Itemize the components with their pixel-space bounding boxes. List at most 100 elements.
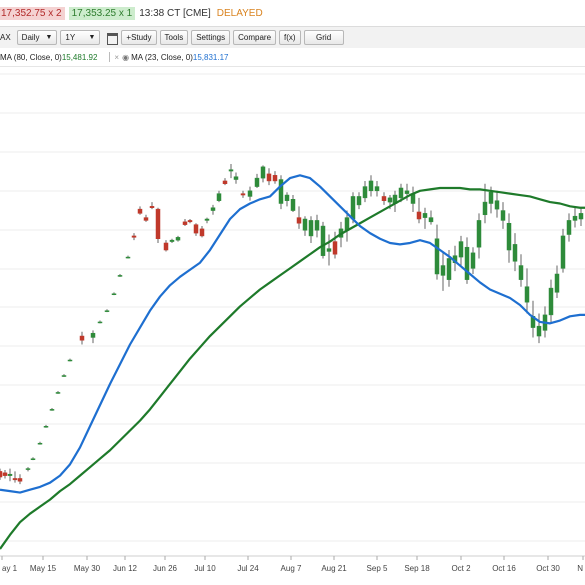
candle-body-28	[182, 221, 188, 225]
function-button[interactable]: f(x)	[279, 30, 301, 45]
candle-body-14	[90, 332, 96, 338]
candle-body-81	[500, 210, 506, 221]
chevron-down-icon: ▼	[88, 34, 96, 41]
candle-body-76	[470, 252, 476, 269]
candle-body-10	[55, 392, 61, 394]
candle-body-50	[314, 220, 320, 231]
candle-body-29	[187, 220, 193, 223]
candle-body-61	[381, 196, 387, 201]
candle-body-25	[163, 242, 169, 251]
x-tick-label-10: Sep 18	[404, 564, 430, 573]
candle-body-67	[416, 211, 422, 220]
study-value: 15,831.17	[192, 52, 229, 62]
quote-time: 13:38 CT [CME]	[139, 7, 211, 19]
candle-body-38	[240, 193, 246, 196]
x-tick-label-0: ay 1	[2, 564, 18, 573]
candle-body-71	[440, 265, 446, 276]
candle-body-24	[155, 208, 161, 239]
interval-value: Daily	[21, 33, 40, 42]
delayed-status: DELAYED	[216, 7, 263, 19]
candle-body-58	[362, 186, 368, 199]
candle-body-42	[266, 173, 272, 182]
candle-body-27	[175, 237, 181, 241]
candle-body-37	[233, 176, 239, 180]
x-tick-label-3: Jun 12	[113, 564, 138, 573]
candle-body-55	[344, 217, 350, 231]
candle-body-21	[137, 208, 143, 214]
ma-line-0	[0, 186, 585, 550]
study-name: MA (23, Close, 0)	[131, 52, 193, 62]
candle-body-89	[548, 287, 554, 316]
candle-body-35	[222, 180, 228, 185]
grid-label: Grid	[316, 33, 332, 42]
settings-button[interactable]: Settings	[191, 30, 231, 45]
grid-button[interactable]: Grid	[303, 30, 344, 45]
candle-body-74	[458, 241, 464, 258]
candle-body-60	[374, 186, 380, 192]
eye-icon[interactable]: ◉	[122, 52, 130, 62]
candle-body-49	[308, 220, 314, 237]
range-value: 1Y	[65, 33, 76, 42]
compare-label: Compare	[238, 33, 272, 42]
candle-body-91	[560, 235, 566, 269]
candle-body-16	[104, 310, 110, 312]
candle-body-3	[12, 478, 18, 481]
x-tick-label-4: Jun 26	[153, 564, 178, 573]
close-icon[interactable]: ×	[114, 52, 120, 62]
candle-body-41	[260, 166, 266, 179]
candle-body-5	[25, 468, 31, 470]
candle-body-11	[61, 375, 67, 377]
candle-body-22	[143, 217, 149, 221]
candle-body-30	[193, 224, 199, 234]
study-name: MA (80, Close, 0)	[0, 52, 62, 62]
candle-body-18	[117, 275, 123, 277]
study-ma23: × ◉ MA (23, Close, 0) 15,831.17	[114, 53, 228, 62]
quote-bar: 17,352.75 x 2 17,353.25 x 1 13:38 CT [CM…	[0, 0, 585, 26]
candle-body-94	[578, 213, 584, 220]
x-tick-label-12: Oct 16	[492, 564, 516, 573]
candle-body-57	[356, 196, 362, 206]
tools-label: Tools	[164, 33, 184, 42]
candle-body-56	[350, 196, 356, 220]
candle-body-0	[0, 471, 3, 478]
candle-body-23	[149, 206, 155, 208]
study-legend: MA (80, Close, 0) 15,481.92 × ◉ MA (23, …	[0, 48, 585, 67]
chevron-down-icon: ▼	[45, 34, 53, 41]
x-tick-label-11: Oct 2	[451, 564, 471, 573]
candle-body-51	[320, 225, 326, 256]
candle-body-2	[7, 473, 13, 476]
candle-body-4	[17, 478, 23, 482]
candle-body-6	[30, 458, 36, 460]
calendar-icon[interactable]	[106, 32, 119, 45]
candle-body-68	[422, 213, 428, 218]
candle-body-15	[97, 321, 103, 324]
divider	[109, 52, 111, 62]
add-study-label: +Study	[126, 33, 152, 42]
compare-button[interactable]: Compare	[233, 30, 277, 45]
candle-body-52	[326, 248, 332, 252]
add-study-button[interactable]: +Study	[121, 30, 157, 45]
candle-body-75	[464, 246, 470, 280]
candle-body-82	[506, 222, 512, 251]
price-chart[interactable]: ay 1 May 15 May 30 Jun 12 Jun 26 Jul 10 Jul 24…	[0, 66, 585, 585]
candle-body-12	[67, 359, 73, 362]
tools-button[interactable]: Tools	[159, 30, 189, 45]
interval-select[interactable]: Daily ▼	[16, 30, 58, 45]
candle-body-79	[488, 191, 494, 204]
candle-body-32	[204, 218, 210, 221]
max-range-button[interactable]: AX	[0, 33, 11, 42]
x-tick-label-7: Aug 7	[281, 564, 302, 573]
ask-quote: 17,353.25 x 1	[68, 6, 136, 20]
candle-body-64	[398, 187, 404, 199]
candle-body-92	[566, 220, 572, 235]
range-select[interactable]: 1Y ▼	[60, 30, 101, 45]
settings-label: Settings	[196, 33, 226, 42]
candle-body-39	[247, 190, 253, 197]
candle-body-93	[572, 215, 578, 221]
candle-body-70	[434, 238, 440, 275]
candle-body-43	[272, 175, 278, 182]
moving-average-lines	[0, 174, 585, 550]
x-tick-label-14: N	[577, 564, 583, 573]
candle-body-9	[49, 409, 55, 411]
candle-body-44	[278, 179, 284, 204]
